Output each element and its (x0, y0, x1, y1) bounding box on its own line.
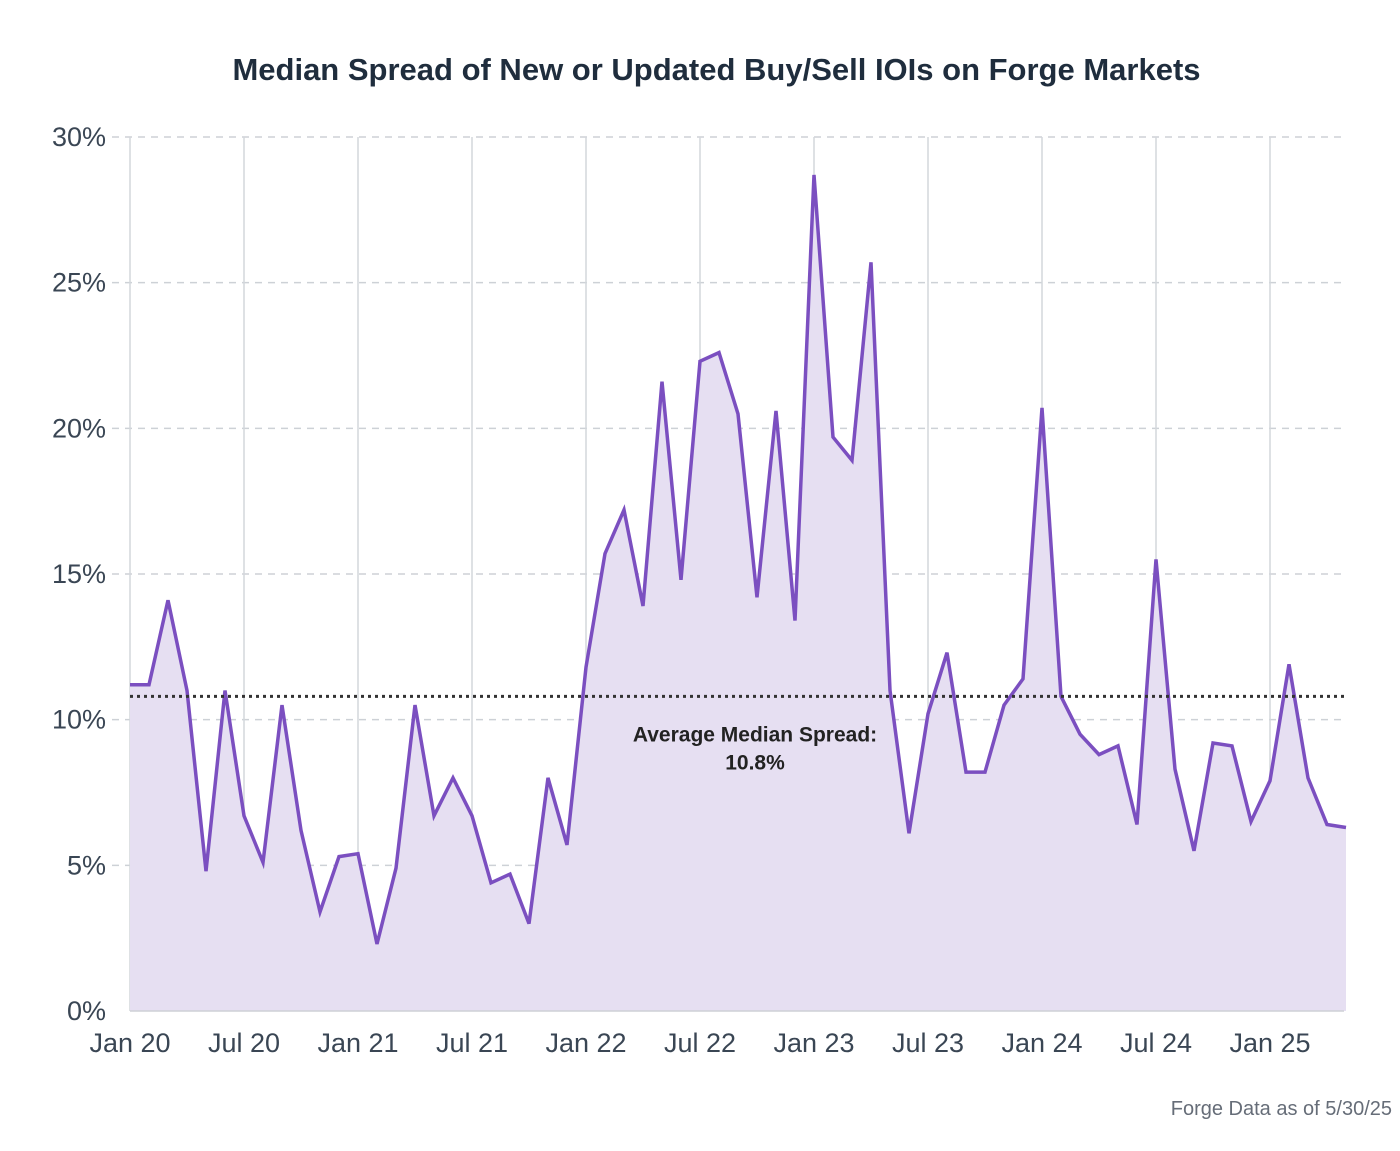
average-annotation-value: 10.8% (725, 751, 785, 774)
y-tick-label: 25% (52, 268, 106, 298)
chart-title: Median Spread of New or Updated Buy/Sell… (232, 52, 1201, 87)
average-annotation-label: Average Median Spread: (633, 723, 877, 746)
y-tick-label: 0% (67, 996, 106, 1026)
y-tick-label: 30% (52, 122, 106, 152)
x-tick-label: Jan 25 (1229, 1028, 1310, 1058)
y-tick-label: 20% (52, 413, 106, 443)
x-tick-label: Jan 24 (1001, 1028, 1082, 1058)
x-tick-label: Jul 20 (208, 1028, 280, 1058)
x-tick-label: Jan 22 (545, 1028, 626, 1058)
x-axis-tick-labels: Jan 20 Jul 20 Jan 21 Jul 21 Jan 22 Jul 22 Jan … (89, 1028, 1310, 1058)
x-tick-label: Jul 22 (664, 1028, 736, 1058)
x-tick-label: Jul 24 (1120, 1028, 1192, 1058)
x-tick-label: Jan 20 (89, 1028, 170, 1058)
series-line (130, 174, 1347, 945)
y-tick-label: 10% (52, 705, 106, 735)
x-tick-label: Jan 23 (773, 1028, 854, 1058)
y-tick-label: 5% (67, 850, 106, 880)
source-note: Forge Data as of 5/30/25 (1170, 1098, 1392, 1120)
series-area-fill (130, 174, 1346, 1011)
y-tick-label: 15% (52, 559, 106, 589)
x-tick-label: Jan 21 (317, 1028, 398, 1058)
y-axis-tick-labels: 0% 5% 10% 15% 20% 25% 30% (52, 122, 106, 1026)
x-tick-label: Jul 21 (436, 1028, 508, 1058)
x-tick-label: Jul 23 (892, 1028, 964, 1058)
